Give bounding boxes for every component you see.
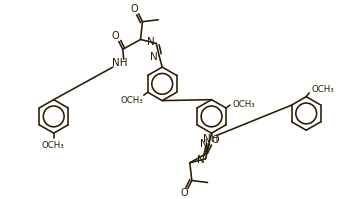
Text: N: N bbox=[151, 52, 158, 62]
Text: OCH₃: OCH₃ bbox=[311, 85, 334, 94]
Text: NH: NH bbox=[112, 58, 127, 68]
Text: N: N bbox=[200, 139, 208, 149]
Text: OCH₃: OCH₃ bbox=[41, 141, 64, 150]
Text: OCH₃: OCH₃ bbox=[233, 100, 256, 109]
Text: O: O bbox=[212, 135, 219, 145]
Text: O: O bbox=[111, 31, 119, 42]
Text: N: N bbox=[147, 37, 155, 47]
Text: O: O bbox=[180, 188, 188, 198]
Text: OCH₃: OCH₃ bbox=[120, 96, 143, 105]
Text: NH: NH bbox=[203, 134, 218, 144]
Text: N: N bbox=[197, 155, 204, 165]
Text: O: O bbox=[131, 4, 138, 14]
